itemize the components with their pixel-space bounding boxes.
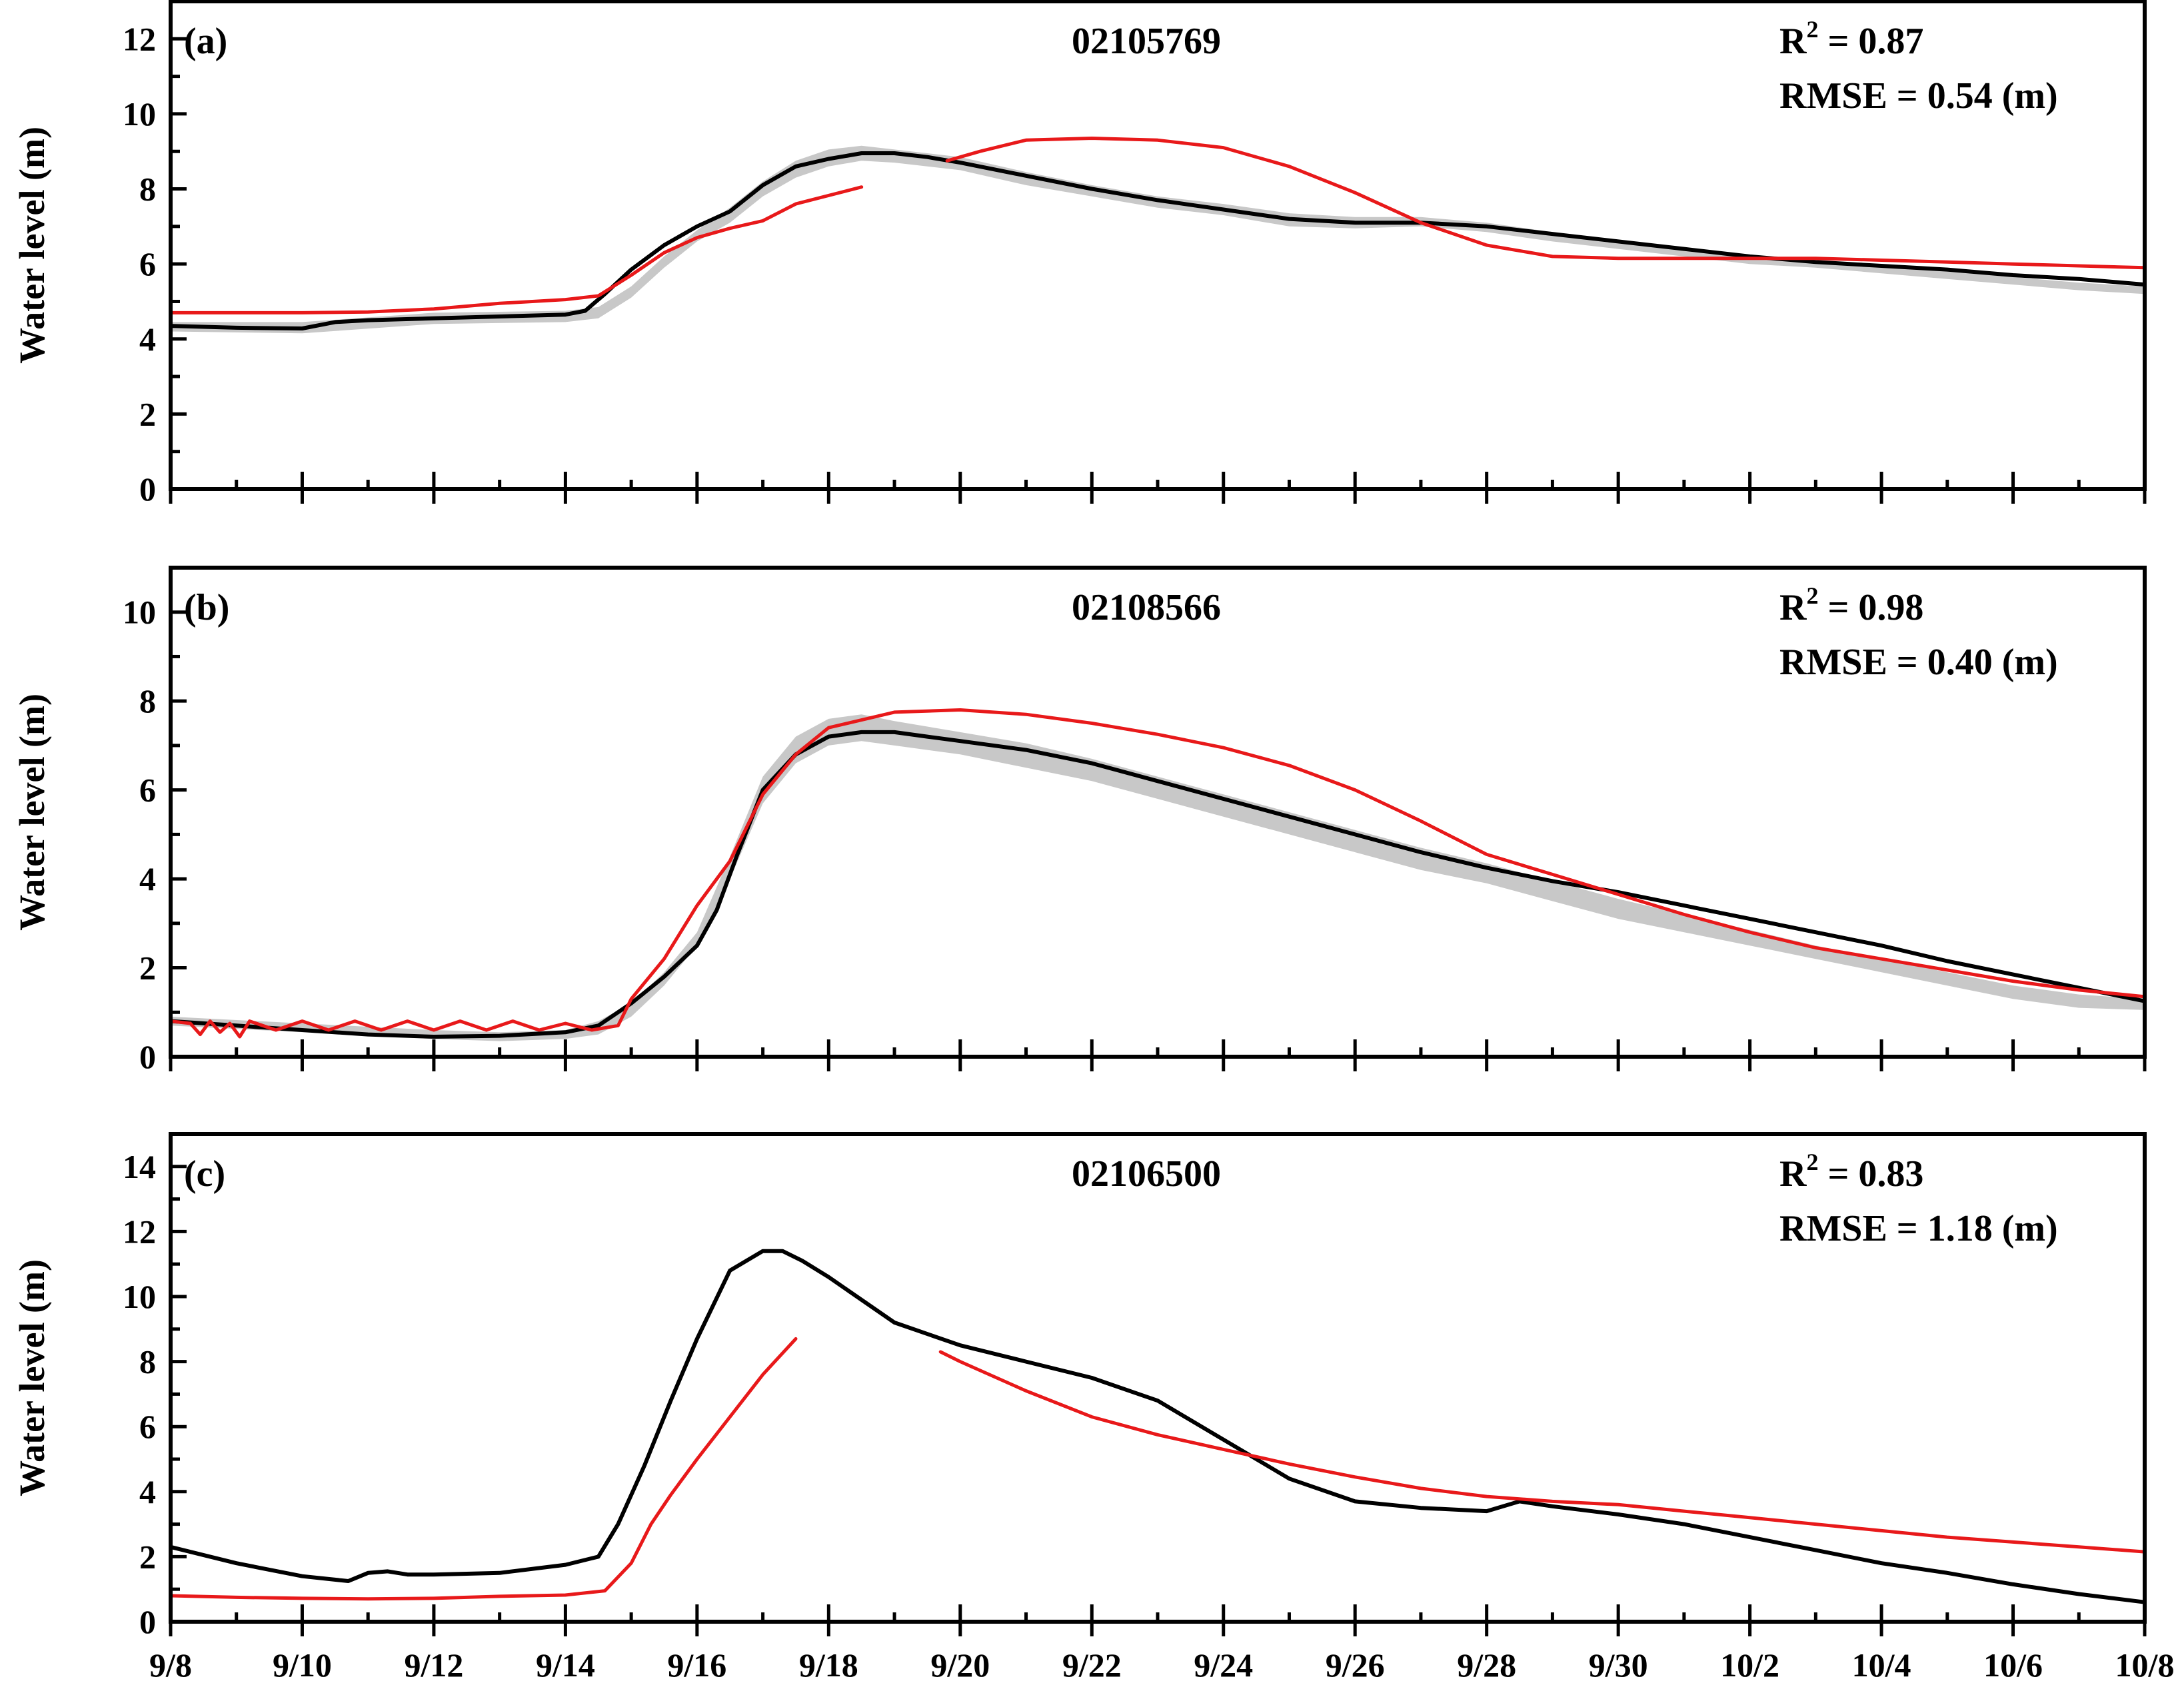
y-tick-label: 8 (139, 682, 156, 720)
rmse-annotation: RMSE = 1.18 (m) (1779, 1208, 2058, 1249)
y-tick-label: 4 (139, 1473, 156, 1510)
x-tick-label: 10/8 (2115, 1646, 2175, 1684)
y-tick-label: 14 (123, 1148, 156, 1185)
rmse-annotation: RMSE = 0.40 (m) (1779, 642, 2058, 683)
x-tick-label: 9/20 (930, 1646, 990, 1684)
x-tick-label: 9/10 (273, 1646, 332, 1684)
r-squared-symbol: R (1779, 587, 1807, 628)
x-tick-label: 9/14 (536, 1646, 595, 1684)
panel-label: (b) (184, 587, 229, 628)
x-tick-label: 9/28 (1457, 1646, 1516, 1684)
panel-3: 0 2 4 6 8 10 12 14 9/8 9/10 9/12 9/14 9/16 9/18 9/20 9/… (12, 1132, 2175, 1684)
x-tick-label: 10/6 (1983, 1646, 2043, 1684)
y-tick-label: 10 (123, 95, 156, 133)
observed-line (169, 730, 2147, 1039)
y-tick-label: 6 (139, 1408, 156, 1445)
x-tick-label: 9/22 (1062, 1646, 1122, 1684)
y-tick-label: 2 (139, 1538, 156, 1575)
y-tick-label: 10 (123, 1278, 156, 1315)
simulated-line-1 (169, 185, 864, 314)
x-tick-label: 9/8 (149, 1646, 192, 1684)
y-tick-label: 2 (139, 949, 156, 987)
y-axis-label: Water level (m) (12, 1259, 52, 1496)
simulated-line-2 (938, 1350, 2147, 1554)
x-tick-label: 9/12 (404, 1646, 463, 1684)
y-tick-label: 0 (139, 470, 156, 508)
station-id: 02108566 (1072, 587, 1221, 628)
y-tick-label: 6 (139, 245, 156, 282)
y-tick-label: 8 (139, 171, 156, 208)
x-tick-label: 9/16 (667, 1646, 726, 1684)
y-tick-label: 6 (139, 772, 156, 809)
x-tick-label: 9/26 (1326, 1646, 1385, 1684)
y-tick-label: 0 (139, 1603, 156, 1640)
panel-label: (a) (184, 21, 227, 62)
r-squared-value: = 0.83 (1818, 1153, 1923, 1195)
r-squared-symbol: R (1779, 1153, 1807, 1195)
r-squared-exponent: 2 (1806, 1149, 1818, 1175)
y-axis-label: Water level (m) (12, 127, 52, 364)
y-tick-label: 10 (123, 594, 156, 631)
r-squared-annotation: R2 = 0.87 (1779, 16, 1923, 62)
r-squared-annotation: R2 = 0.83 (1779, 1149, 1923, 1195)
x-tick-label: 9/18 (799, 1646, 858, 1684)
simulated-line-2 (945, 137, 2147, 270)
r-squared-exponent: 2 (1806, 582, 1818, 609)
axes-frame (169, 1132, 2147, 1624)
station-id: 02106500 (1072, 1153, 1221, 1195)
r-squared-value: = 0.87 (1818, 21, 1923, 62)
uncertainty-band (171, 714, 2145, 1041)
observed-line (169, 1249, 2147, 1604)
y-tick-label: 0 (139, 1038, 156, 1075)
station-id: 02105769 (1072, 21, 1221, 62)
observed-line (169, 151, 2147, 330)
simulated-line-1 (169, 1337, 798, 1601)
x-tick-label: 9/24 (1194, 1646, 1253, 1684)
r-squared-annotation: R2 = 0.98 (1779, 582, 1923, 628)
r-squared-exponent: 2 (1806, 16, 1818, 43)
r-squared-symbol: R (1779, 21, 1807, 62)
y-axis-label: Water level (m) (12, 694, 52, 931)
y-tick-label: 12 (123, 20, 156, 57)
y-tick-label: 4 (139, 860, 156, 897)
x-tick-label: 10/4 (1852, 1646, 1911, 1684)
simulated-line-1 (169, 708, 2147, 1039)
x-tick-label: 9/30 (1589, 1646, 1648, 1684)
panel-label: (c) (184, 1153, 225, 1195)
r-squared-value: = 0.98 (1818, 587, 1923, 628)
y-tick-label: 8 (139, 1343, 156, 1381)
rmse-annotation: RMSE = 0.54 (m) (1779, 75, 2058, 117)
y-tick-label: 4 (139, 320, 156, 358)
y-tick-label: 2 (139, 395, 156, 432)
y-tick-label: 12 (123, 1213, 156, 1250)
axes-frame (169, 0, 2147, 491)
x-tick-label: 10/2 (1720, 1646, 1779, 1684)
